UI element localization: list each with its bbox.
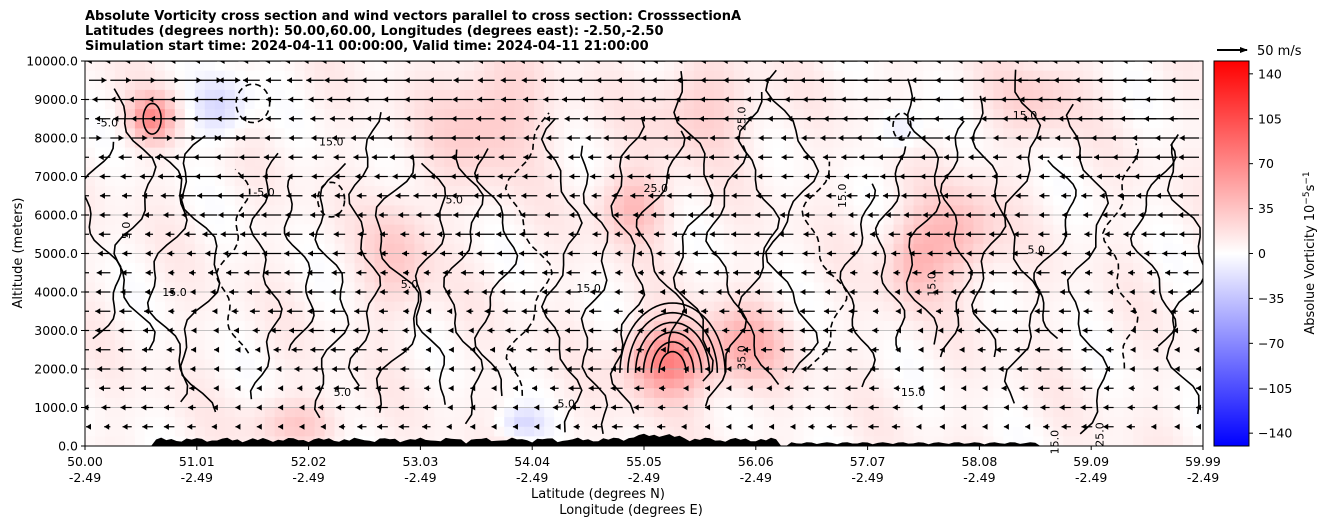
- x-tick-label-lon: -2.49: [740, 470, 772, 485]
- colorbar-tick-label: 35: [1258, 201, 1274, 216]
- contour-label: -5.0: [253, 186, 274, 199]
- colorbar-tick-label: 70: [1258, 156, 1274, 171]
- x-tick-label-lon: -2.49: [963, 470, 995, 485]
- contour-label: 15.0: [901, 386, 926, 399]
- colorbar-tick-label: −140: [1258, 426, 1292, 441]
- y-axis-label: Altitude (meters): [11, 198, 26, 309]
- x-axis: 50.00-2.4951.01-2.4952.02-2.4953.03-2.49…: [67, 446, 1221, 485]
- contour-label: 15.0: [1049, 430, 1062, 455]
- x-tick-label-lat: 53.03: [403, 454, 439, 469]
- contour-label: -5.0: [97, 116, 118, 129]
- x-tick-label-lat: 57.07: [850, 454, 886, 469]
- y-tick-label: 8000.0: [34, 131, 78, 146]
- colorbar-tick-label: −105: [1258, 381, 1292, 396]
- colorbar-tick-label: 105: [1258, 111, 1282, 126]
- colorbar-tick-label: 140: [1258, 66, 1282, 81]
- contour-label: 5.0: [401, 278, 419, 291]
- title-line-2: Latitudes (degrees north): 50.00,60.00, …: [85, 24, 664, 39]
- y-tick-label: 4000.0: [34, 285, 78, 300]
- contour-label: 25.0: [1093, 422, 1106, 447]
- colorbar-tick-label: 0: [1258, 246, 1266, 261]
- x-tick-label-lon: -2.49: [516, 470, 548, 485]
- y-tick-label: 1000.0: [34, 400, 78, 415]
- x-axis-label-latitude: Latitude (degrees N): [531, 487, 665, 502]
- x-tick-label-lon: -2.49: [181, 470, 213, 485]
- y-tick-label: 3000.0: [34, 323, 78, 338]
- wind-vectors: [85, 61, 1201, 430]
- x-axis-label-longitude: Longitude (degrees E): [559, 503, 703, 518]
- x-tick-label-lat: 51.01: [179, 454, 215, 469]
- y-tick-label: 0.0: [58, 439, 78, 454]
- contour-label: 5.0: [120, 222, 133, 240]
- contour-label: 15.0: [926, 272, 939, 297]
- x-tick-label-lon: -2.49: [1075, 470, 1107, 485]
- colorbar-tick-label: −70: [1258, 336, 1284, 351]
- y-tick-label: 5000.0: [34, 246, 78, 261]
- x-tick-label-lat: 58.08: [962, 454, 998, 469]
- x-tick-label-lat: 54.04: [514, 454, 550, 469]
- y-tick-label: 2000.0: [34, 362, 78, 377]
- contour-labels: 15.0 25.0 15.0 25.0 15.0 5.0 5.0 15.0 15.0 5.0 15.…: [97, 107, 1107, 455]
- x-tick-label-lon: -2.49: [404, 470, 436, 485]
- y-tick-label: 7000.0: [34, 169, 78, 184]
- x-tick-label-lat: 59.09: [1073, 454, 1109, 469]
- title-line-1: Absolute Vorticity cross section and win…: [85, 9, 742, 24]
- colorbar-ticks: 140 105 70 35 0 −35 −70 −105 −140: [1249, 66, 1292, 441]
- x-tick-label-lat: 56.06: [738, 454, 774, 469]
- colorbar: [1213, 60, 1250, 447]
- contour-label: 35.0: [735, 345, 748, 370]
- terrain: [85, 433, 1203, 446]
- colorbar-label-unit: s: [1303, 184, 1318, 191]
- contour-label: 15.0: [162, 286, 187, 299]
- contour-label: 25.0: [644, 182, 669, 195]
- chart-title: Absolute Vorticity cross section and win…: [85, 9, 741, 54]
- contour-label: 5.0: [334, 386, 352, 399]
- x-tick-label-lon: -2.49: [628, 470, 660, 485]
- x-tick-label-lon: -2.49: [851, 470, 883, 485]
- title-line-3: Simulation start time: 2024-04-11 00:00:…: [85, 39, 649, 54]
- colorbar-tick-label: −35: [1258, 291, 1284, 306]
- colorbar-label-unit-exponent: −1: [1302, 171, 1312, 184]
- quiver-key-label: 50 m/s: [1257, 44, 1302, 59]
- contour-label: 15.0: [576, 282, 601, 295]
- colorbar-label: Absolue Vorticity 10−5s−1: [1302, 171, 1318, 334]
- contour-label: 15.0: [319, 136, 344, 149]
- contour-label: 25.0: [735, 107, 748, 132]
- x-tick-label-lat: 50.00: [67, 454, 103, 469]
- y-axis: 0.0 1000.0 2000.0 3000.0 4000.0 5000.0 6000.0 7…: [26, 54, 85, 454]
- contour-label: 15.0: [1013, 109, 1038, 122]
- x-tick-label-lon: -2.49: [1187, 470, 1219, 485]
- x-tick-label-lon: -2.49: [292, 470, 324, 485]
- y-tick-label: 6000.0: [34, 208, 78, 223]
- y-tick-label: 9000.0: [34, 92, 78, 107]
- x-tick-label-lon: -2.49: [69, 470, 101, 485]
- x-tick-label-lat: 59.99: [1185, 454, 1221, 469]
- y-tick-label: 10000.0: [26, 54, 78, 69]
- colorbar-label-exponent: −5: [1302, 191, 1312, 204]
- x-tick-label-lat: 52.02: [291, 454, 327, 469]
- contour-label: 5.0: [1028, 244, 1046, 257]
- contour-label: 5.0: [557, 398, 575, 411]
- colorbar-label-text: Absolue Vorticity 10: [1303, 205, 1318, 335]
- contour-label: 5.0: [446, 193, 464, 206]
- x-tick-label-lat: 55.05: [626, 454, 662, 469]
- contour-label: 15.0: [836, 184, 849, 209]
